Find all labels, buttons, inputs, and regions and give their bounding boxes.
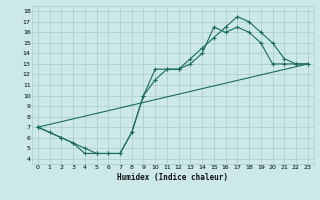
X-axis label: Humidex (Indice chaleur): Humidex (Indice chaleur) [117, 173, 228, 182]
